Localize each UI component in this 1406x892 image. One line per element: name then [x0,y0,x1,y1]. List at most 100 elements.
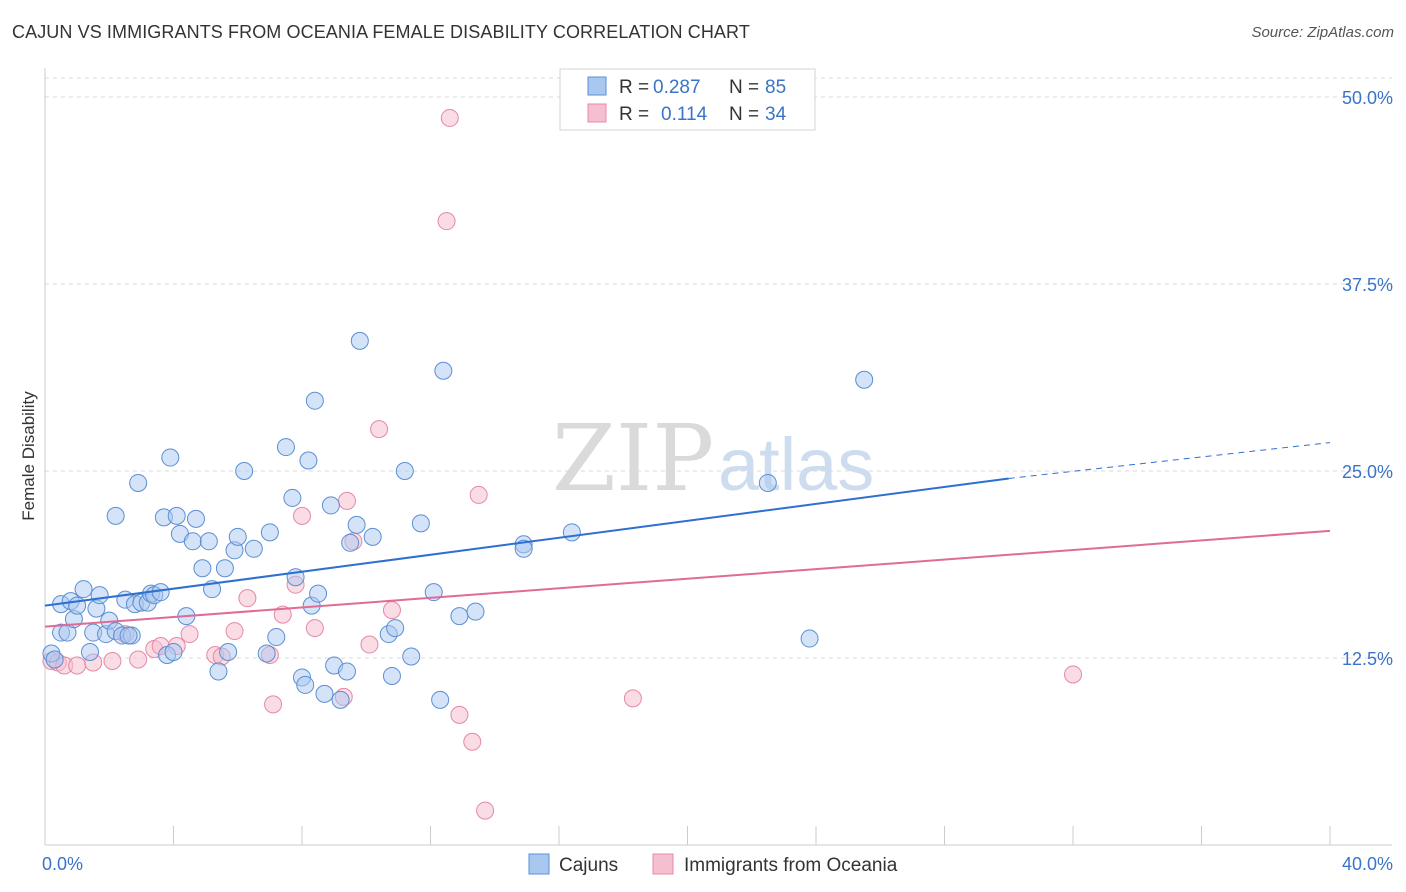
data-point-cajuns [235,462,254,480]
data-point-oceania [103,651,122,670]
data-point-cajuns [193,559,212,578]
data-point-cajuns [129,473,148,492]
data-point-cajuns [800,629,819,648]
trend-line-cajuns [44,477,1009,607]
x-tick-label: 0.0% [42,854,83,874]
y-tick-label: 12.5% [1342,649,1393,669]
data-point-oceania [450,705,469,724]
data-point-cajuns [514,539,533,558]
data-point-cajuns [363,527,382,546]
watermark: ZIP atlas [552,405,874,512]
legend-n-value: 85 [765,77,786,98]
legend-n-label: N = [729,77,759,98]
data-point-cajuns [276,438,295,457]
tick-labels: 12.5% 25.0% 37.5% 50.0% 0.0% 40.0% [42,88,1393,874]
data-point-oceania [337,491,356,510]
data-point-cajuns [267,628,286,647]
trend-line-cajuns-extension [1008,442,1331,479]
data-point-cajuns [219,643,238,662]
data-point-cajuns [466,602,485,621]
data-point-oceania [238,589,257,608]
data-point-cajuns [386,619,405,638]
data-point-cajuns [90,586,109,605]
grid-layer [45,77,1392,659]
trend-line-oceania [44,529,1331,628]
data-point-cajuns [257,644,276,663]
data-point-cajuns [164,643,183,662]
legend-r-value: 0.114 [661,104,708,125]
data-point-cajuns [45,650,64,669]
data-point-cajuns [337,662,356,681]
data-point-oceania [382,601,401,620]
data-point-cajuns [199,532,218,551]
data-point-cajuns [74,580,93,599]
data-point-cajuns [411,514,430,533]
data-point-cajuns [431,690,450,709]
data-point-cajuns [321,496,340,515]
data-point-cajuns [151,583,170,602]
legend-n-value: 34 [765,104,787,125]
data-point-cajuns [315,684,334,703]
watermark-zip: ZIP [552,405,714,512]
data-point-cajuns [402,647,421,666]
bottom-legend-oceania: Immigrants from Oceania [684,855,898,876]
data-point-cajuns [341,533,360,552]
data-point-cajuns [161,448,180,467]
trend-lines [44,442,1331,628]
data-point-oceania [273,605,292,624]
data-point-cajuns [283,488,302,507]
data-point-cajuns [434,361,453,380]
data-point-oceania [469,485,488,504]
data-point-cajuns [228,527,247,546]
chart-title: CAJUN VS IMMIGRANTS FROM OCEANIA FEMALE … [12,22,750,42]
data-point-cajuns [450,607,469,626]
data-point-oceania [129,650,148,669]
data-point-cajuns [186,509,205,528]
data-point-oceania [360,635,379,654]
data-point-cajuns [183,532,202,551]
x-tick-label: 40.0% [1342,854,1393,874]
data-point-oceania [437,212,456,231]
data-point-cajuns [296,675,315,694]
legend-box: R = 0.287 N = 85 R = 0.114 N = 34 [559,68,816,131]
y-tick-label: 25.0% [1342,462,1393,482]
data-point-oceania [623,689,642,708]
y-axis-label: Female Disability [19,391,38,521]
axis-layer [44,68,1392,846]
legend-swatch-oceania [587,103,607,123]
data-point-cajuns [209,662,228,681]
source-credit: Source: ZipAtlas.com [1251,24,1394,41]
data-point-cajuns [167,506,186,525]
bottom-legend-swatch-cajuns [528,853,550,875]
data-point-cajuns [350,331,369,350]
data-point-cajuns [395,462,414,480]
watermark-atlas: atlas [718,423,874,506]
data-point-cajuns [106,506,125,525]
bottom-legend-swatch-oceania [652,853,674,875]
bottom-legend-cajuns: Cajuns [559,855,618,876]
bottom-legend: Cajuns Immigrants from Oceania [528,853,898,876]
legend-r-label: R = [619,104,649,125]
data-point-cajuns [382,666,401,685]
data-point-oceania [264,695,283,714]
legend-r-value: 0.287 [653,77,701,98]
y-tick-label: 37.5% [1342,275,1393,295]
data-point-cajuns [309,584,328,603]
y-tick-label: 50.0% [1342,88,1393,108]
data-point-oceania [305,619,324,638]
data-point-cajuns [215,559,234,578]
data-point-cajuns [758,473,777,492]
data-point-cajuns [260,523,279,542]
data-point-oceania [225,622,244,641]
data-point-cajuns [562,523,581,542]
data-point-oceania [476,801,495,820]
data-point-oceania [68,656,87,675]
series-cajuns [42,331,874,709]
data-point-cajuns [244,539,263,558]
data-point-oceania [293,506,311,525]
legend-n-label: N = [729,104,759,125]
data-point-cajuns [305,391,324,410]
data-point-cajuns [855,370,874,389]
data-point-oceania [370,420,389,439]
